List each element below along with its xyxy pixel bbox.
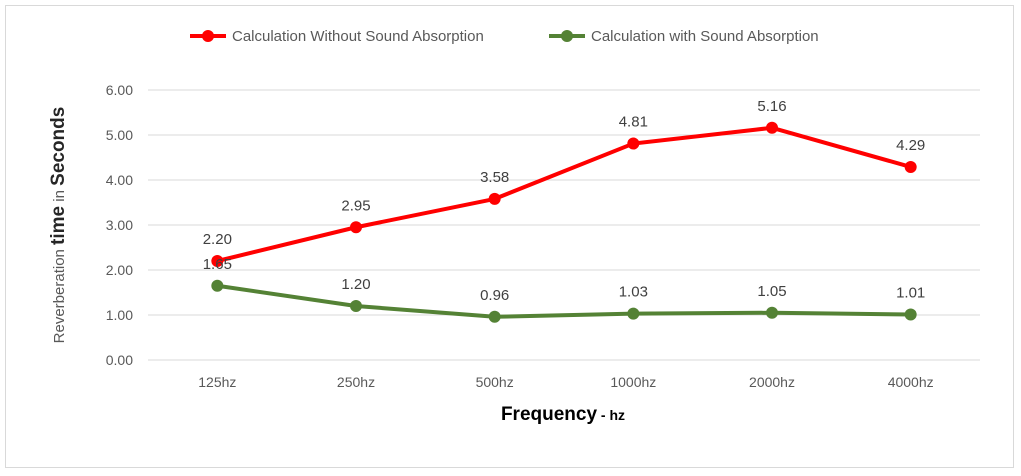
data-labels-group: 2.20 2.95 3.58 4.81 5.16 4.29 1.65 1.20 0.96 1.03… [203, 98, 926, 304]
x-tick-label: 250hz [337, 374, 375, 390]
legend: Calculation Without Sound Absorption Calc… [190, 28, 819, 45]
y-tick-label: 0.00 [106, 352, 133, 368]
legend-swatch-marker [202, 30, 214, 42]
series-line-0 [215, 125, 913, 263]
y-axis-label: Reverberation time in Seconds [48, 107, 69, 344]
series-group [211, 121, 917, 323]
legend-swatch-marker [561, 30, 573, 42]
x-tick-label: 2000hz [749, 374, 795, 390]
data-point [350, 300, 362, 312]
y-tick-label: 4.00 [106, 172, 133, 188]
y-tick-label: 2.00 [106, 262, 133, 278]
data-label: 0.96 [480, 287, 509, 304]
data-label: 3.58 [480, 169, 509, 186]
legend-entry-label: Calculation with Sound Absorption [591, 28, 819, 45]
x-tick-label: 4000hz [888, 374, 934, 390]
data-point [488, 310, 501, 323]
data-label: 1.01 [896, 285, 925, 302]
y-tick-label: 1.00 [106, 307, 133, 323]
data-label: 1.20 [341, 276, 370, 293]
data-point [904, 308, 917, 321]
data-point [766, 306, 778, 319]
data-point [211, 279, 224, 292]
data-point [350, 221, 362, 234]
data-label: 1.03 [619, 284, 648, 301]
data-label: 2.20 [203, 231, 232, 248]
x-tick-labels: 125hz 250hz 500hz 1000hz 2000hz 4000hz [198, 374, 933, 390]
x-axis-label: Frequency - hz [501, 404, 625, 425]
data-point [627, 307, 640, 320]
data-label: 4.29 [896, 137, 925, 154]
data-point [211, 255, 224, 267]
data-label: 4.81 [619, 114, 648, 131]
y-tick-label: 5.00 [106, 127, 133, 143]
data-label: 1.05 [757, 283, 786, 300]
y-tick-label: 3.00 [106, 217, 133, 233]
data-point [766, 121, 778, 134]
x-tick-label: 500hz [476, 374, 514, 390]
legend-entry-label: Calculation Without Sound Absorption [232, 28, 484, 45]
chart-frame [5, 5, 1014, 468]
data-point [488, 192, 501, 205]
series-line-1 [215, 283, 913, 319]
x-tick-label: 125hz [198, 374, 236, 390]
y-tick-label: 6.00 [106, 82, 133, 98]
data-label: 5.16 [757, 98, 786, 115]
data-point [904, 160, 917, 173]
x-tick-label: 1000hz [610, 374, 656, 390]
gridlines [148, 89, 980, 361]
y-tick-labels: 0.00 1.00 2.00 3.00 4.00 5.00 6.00 [106, 82, 133, 368]
data-label: 2.95 [341, 197, 370, 214]
data-label: 1.65 [203, 256, 232, 273]
data-point [627, 137, 640, 150]
